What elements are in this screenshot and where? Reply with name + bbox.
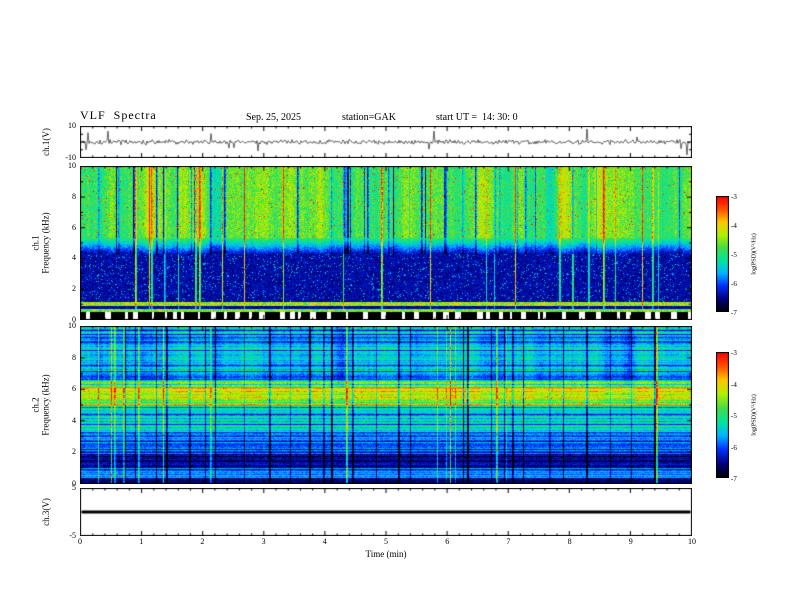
colorbar-tick-label: -7 xyxy=(731,475,737,483)
colorbar-tick-label: -7 xyxy=(731,309,737,317)
x-tick-label: 8 xyxy=(567,537,572,546)
ch1-colorbar-label: log(PSD)(V²/Hz) xyxy=(748,196,762,312)
axis-label-text: ch.1(V) xyxy=(41,128,51,156)
x-tick-label: 7 xyxy=(506,537,511,546)
y-tick-label: 10 xyxy=(68,161,76,170)
y-tick-label: -5 xyxy=(69,531,76,540)
y-tick-label: 10 xyxy=(68,121,76,130)
ch1-waveform-panel xyxy=(80,126,692,158)
colorbar-tick-label: -4 xyxy=(731,380,737,389)
colorbar-tick-label: -3 xyxy=(731,349,737,357)
colorbar-tick-label: -5 xyxy=(731,251,737,259)
y-tick-label: 0 xyxy=(72,479,76,488)
colorbar-label-text: log(PSD)(V²/Hz) xyxy=(752,233,758,275)
axis-label-line: ch.1 xyxy=(31,235,42,251)
colorbar-label-text: log(PSD)(V²/Hz) xyxy=(752,394,758,436)
y-tick-label: 5 xyxy=(72,483,76,492)
start-ut-label: start UT = 14: 30: 0 xyxy=(436,112,518,123)
axis-label-line: ch.2 xyxy=(31,397,42,413)
ch2-colorbar xyxy=(716,352,729,478)
ch1-colorbar xyxy=(716,196,729,312)
ch1-frequency-axis-label: ch.1 Frequency (kHz) xyxy=(18,166,64,320)
x-tick-label: 2 xyxy=(200,537,205,546)
ch2-colorbar-label: log(PSD)(V²/Hz) xyxy=(748,352,762,478)
y-tick-label: 4 xyxy=(72,253,76,263)
date-label: Sep. 25, 2025 xyxy=(246,112,301,123)
x-tick-label: 10 xyxy=(688,537,696,546)
ch2-spectrogram-panel xyxy=(80,326,692,484)
figure-title: VLF Spectra xyxy=(80,108,157,122)
x-tick-label: 5 xyxy=(384,537,388,546)
colorbar-tick-label: -5 xyxy=(731,412,737,420)
y-tick-label: 8 xyxy=(72,191,76,201)
axis-label-text: ch.3(V) xyxy=(41,498,51,526)
ch2-frequency-axis-label: ch.2 Frequency (kHz) xyxy=(18,326,64,484)
x-tick-label: 4 xyxy=(322,537,327,546)
y-tick-label: 10 xyxy=(68,321,76,330)
time-axis-label: Time (min) xyxy=(365,549,407,559)
axis-label-line: Frequency (kHz) xyxy=(41,212,52,274)
x-tick-label: 3 xyxy=(261,537,266,546)
station-label: station=GAK xyxy=(342,112,396,123)
ch3-voltage-axis-label: ch.3(V) xyxy=(28,488,64,536)
x-tick-label: 1 xyxy=(139,537,144,546)
ch3-waveform-panel xyxy=(80,488,692,536)
y-tick-label: 2 xyxy=(72,284,76,294)
y-tick-label: 6 xyxy=(72,222,76,232)
x-tick-label: 9 xyxy=(628,537,633,546)
y-tick-label: 4 xyxy=(72,415,76,425)
x-tick-label: 6 xyxy=(445,537,450,546)
colorbar-tick-label: -6 xyxy=(731,443,737,452)
colorbar-tick-label: -6 xyxy=(731,280,737,288)
y-tick-label: 0 xyxy=(72,315,76,324)
colorbar-tick-label: -3 xyxy=(731,193,737,201)
y-tick-label: 2 xyxy=(72,447,76,457)
colorbar-tick-label: -4 xyxy=(731,222,737,230)
x-tick-label: 0 xyxy=(78,537,82,546)
ch1-spectrogram-panel xyxy=(80,166,692,320)
y-tick-label: -10 xyxy=(65,153,76,162)
y-tick-label: 6 xyxy=(72,384,76,394)
y-tick-label: 8 xyxy=(72,352,76,362)
